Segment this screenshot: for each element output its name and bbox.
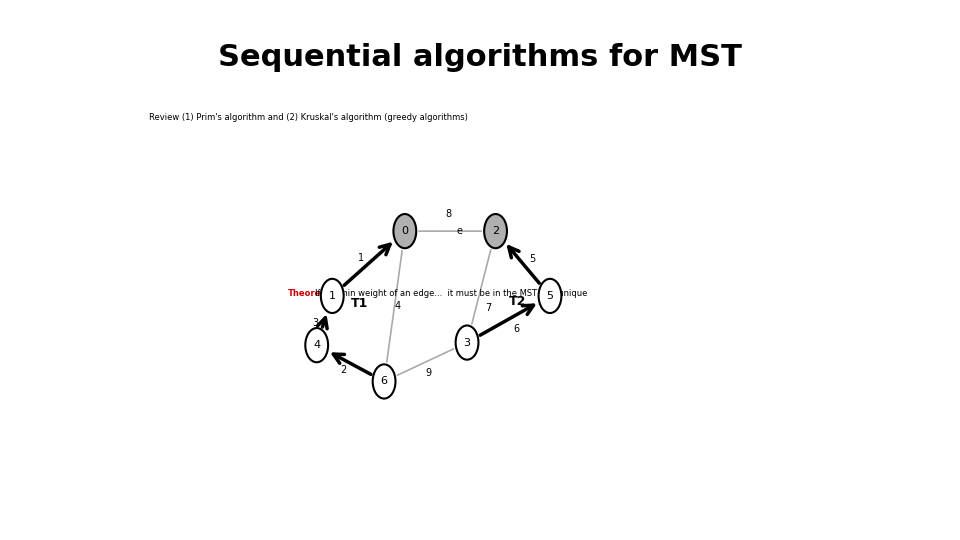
Ellipse shape	[372, 364, 396, 399]
Text: Review (1) Prim's algorithm and (2) Kruskal's algorithm (greedy algorithms): Review (1) Prim's algorithm and (2) Krus…	[149, 113, 468, 123]
Ellipse shape	[394, 214, 417, 248]
Text: 5: 5	[529, 254, 535, 264]
Ellipse shape	[305, 328, 328, 362]
Text: 8: 8	[445, 209, 452, 219]
Text: Theorem:: Theorem:	[288, 289, 333, 298]
Text: 6: 6	[380, 376, 388, 387]
Text: 4: 4	[313, 340, 321, 350]
Ellipse shape	[456, 326, 478, 360]
Text: 0: 0	[401, 226, 408, 236]
Ellipse shape	[484, 214, 507, 248]
Text: 4: 4	[395, 301, 401, 311]
Text: e: e	[456, 226, 463, 235]
Text: 9: 9	[425, 368, 431, 377]
Text: 1: 1	[328, 291, 336, 301]
Text: 2: 2	[492, 226, 499, 236]
Text: T2: T2	[509, 295, 526, 308]
Ellipse shape	[539, 279, 562, 313]
Ellipse shape	[321, 279, 344, 313]
Text: 7: 7	[485, 303, 492, 313]
Text: Sequential algorithms for MST: Sequential algorithms for MST	[218, 43, 742, 72]
Text: 3: 3	[464, 338, 470, 348]
Text: 5: 5	[546, 291, 554, 301]
Text: If the min weight of an edge...  it must be in the MST of a unique: If the min weight of an edge... it must …	[315, 289, 588, 298]
Text: 1: 1	[358, 253, 364, 263]
Text: 3: 3	[312, 318, 318, 328]
Text: 6: 6	[514, 323, 519, 334]
Text: T1: T1	[351, 297, 369, 310]
Text: 2: 2	[341, 365, 347, 375]
